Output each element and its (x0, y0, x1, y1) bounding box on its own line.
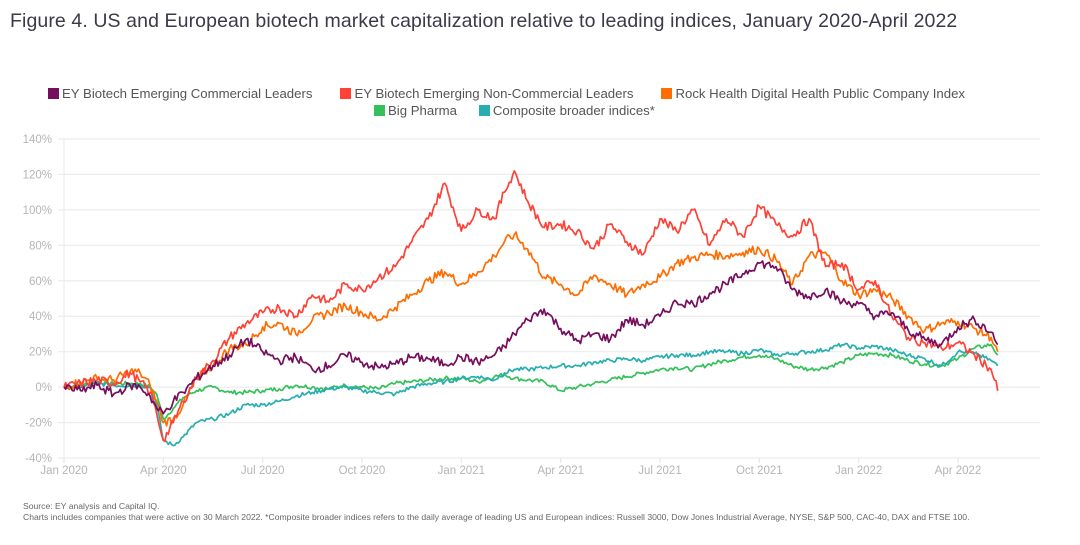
legend-swatch-non-commercial-leaders (340, 88, 352, 99)
axes (63, 139, 959, 463)
y-tick-label: 0% (35, 382, 52, 394)
series-line-big-pharma (63, 343, 999, 420)
legend-item-big-pharma[interactable]: Big Pharma (374, 103, 457, 118)
y-tick-label: 20% (29, 347, 52, 359)
footnote-source: Source: EY analysis and Capital IQ. (23, 501, 160, 511)
series-line-composite-broader-indices (63, 342, 999, 447)
y-axis-labels: 140% 120% 100% 80% 60% 40% 20% 0% -20% -40% (23, 134, 52, 465)
legend-item-rock-health[interactable]: Rock Health Digital Health Public Compan… (661, 86, 965, 101)
y-tick-label: -20% (25, 418, 52, 430)
y-tick-label: 80% (29, 240, 52, 252)
y-tick-label: 40% (29, 311, 52, 323)
chart-title: Figure 4. US and European biotech market… (10, 10, 958, 32)
legend-swatch-composite (478, 105, 490, 116)
x-tick-label: Oct 2021 (736, 465, 783, 477)
y-tick-label: -40% (25, 453, 52, 465)
legend-label: EY Biotech Emerging Commercial Leaders (62, 86, 313, 101)
y-tick-label: 100% (23, 205, 52, 217)
legend-swatch-big-pharma (374, 105, 385, 116)
x-tick-label: Apr 2022 (935, 465, 982, 477)
y-tick-label: 60% (29, 276, 52, 288)
series-line-rock-health-digital-health-public-company-index (63, 231, 999, 427)
legend-row-1: EY Biotech Emerging Commercial Leaders E… (48, 86, 993, 101)
x-tick-label: Jul 2021 (638, 465, 681, 477)
legend-label: Rock Health Digital Health Public Compan… (675, 86, 966, 101)
x-tick-label: Oct 2020 (339, 465, 386, 477)
x-tick-label: Jan 2022 (835, 465, 882, 477)
legend-row-2: Big Pharma Composite broader indices* (374, 103, 683, 118)
y-tick-label: 140% (23, 134, 52, 146)
x-tick-label: Apr 2020 (140, 465, 187, 477)
x-tick-label: Jan 2021 (438, 465, 485, 477)
legend-swatch-rock-health (661, 88, 673, 99)
legend-item-non-commercial-leaders[interactable]: EY Biotech Emerging Non-Commercial Leade… (340, 86, 633, 101)
legend-label: Big Pharma (388, 103, 457, 118)
footnote-note: Charts includes companies that were acti… (23, 512, 970, 522)
legend-item-commercial-leaders[interactable]: EY Biotech Emerging Commercial Leaders (48, 86, 312, 101)
x-tick-label: Apr 2021 (537, 465, 584, 477)
series-lines (63, 170, 999, 447)
legend-label: Composite broader indices* (492, 103, 655, 118)
series-line-ey-biotech-emerging-commercial-leaders (63, 260, 999, 415)
legend-label: EY Biotech Emerging Non-Commercial Leade… (354, 86, 634, 101)
legend-swatch-commercial-leaders (48, 88, 59, 99)
y-tick-label: 120% (23, 169, 52, 181)
legend-item-composite[interactable]: Composite broader indices* (478, 103, 655, 118)
x-axis-labels: Jan 2020 Apr 2020 Jul 2020 Oct 2020 Jan 2021… (40, 465, 981, 477)
series-line-ey-biotech-emerging-non-commercial-leaders (63, 170, 999, 443)
x-tick-label: Jul 2020 (241, 465, 284, 477)
x-tick-label: Jan 2020 (40, 465, 87, 477)
